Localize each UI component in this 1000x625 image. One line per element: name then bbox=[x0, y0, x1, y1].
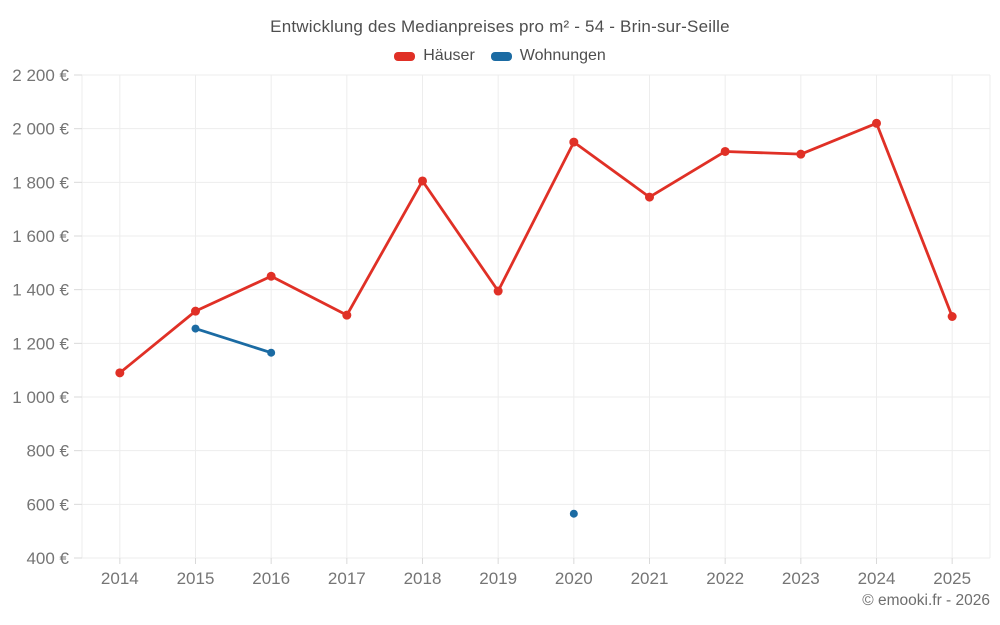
haeuser-legend-swatch bbox=[394, 51, 416, 61]
h-user-point-2019[interactable] bbox=[493, 286, 503, 296]
h-user-line bbox=[118, 121, 954, 375]
y-axis-label: 1 000 € bbox=[12, 388, 69, 407]
y-axis-label: 1 400 € bbox=[12, 281, 69, 300]
wohnungen-legend-swatch bbox=[490, 51, 512, 61]
h-user-point-2022[interactable] bbox=[720, 146, 730, 156]
h-user-point-2023[interactable] bbox=[796, 149, 806, 159]
x-axis-label: 2015 bbox=[177, 569, 215, 588]
legend-item-wohnungen[interactable]: Wohnungen bbox=[490, 47, 606, 65]
h-user-point-2015[interactable] bbox=[191, 306, 200, 316]
haeuser-legend-label: Häuser bbox=[423, 47, 475, 64]
x-axis-label: 2024 bbox=[858, 569, 896, 588]
credit: © emooki.fr - 2026 bbox=[862, 592, 990, 609]
legend-item-haeuser[interactable]: Häuser bbox=[394, 47, 475, 65]
x-axis-label: 2023 bbox=[782, 569, 820, 588]
h-user-point-2025[interactable] bbox=[947, 312, 957, 321]
y-axis-label: 1 800 € bbox=[12, 173, 69, 192]
wohnungen-legend-label: Wohnungen bbox=[519, 47, 606, 64]
y-axis-label: 600 € bbox=[26, 495, 69, 514]
x-axis-label: 2025 bbox=[933, 569, 971, 588]
y-axis-label: 2 000 € bbox=[12, 120, 69, 139]
h-user-point-2016[interactable] bbox=[266, 271, 276, 281]
h-user-point-2017[interactable] bbox=[342, 310, 352, 320]
h-user-point-2020[interactable] bbox=[569, 137, 579, 147]
y-axis-label: 800 € bbox=[26, 442, 69, 461]
chart-title: Entwicklung des Medianpreises pro m² - 5… bbox=[270, 17, 730, 36]
wohnungen-point-2015[interactable] bbox=[191, 324, 200, 333]
x-axis-label: 2021 bbox=[631, 569, 669, 588]
x-axis-label: 2016 bbox=[252, 569, 290, 588]
y-axis-label: 2 200 € bbox=[12, 66, 69, 85]
x-axis-label: 2018 bbox=[404, 569, 442, 588]
legend: Häuser Wohnungen bbox=[0, 47, 1000, 65]
y-axis-label: 1 600 € bbox=[12, 227, 69, 246]
wohnungen-point-2016[interactable] bbox=[267, 348, 276, 357]
h-user-point-2014[interactable] bbox=[115, 368, 125, 378]
x-axis-label: 2022 bbox=[706, 569, 744, 588]
x-axis-label: 2020 bbox=[555, 569, 593, 588]
x-axis-label: 2019 bbox=[479, 569, 517, 588]
y-axis-label: 400 € bbox=[26, 549, 69, 568]
x-axis-label: 2014 bbox=[101, 569, 139, 588]
y-axis-label: 1 200 € bbox=[12, 334, 69, 353]
wohnungen-point-2020[interactable] bbox=[569, 509, 578, 518]
h-user-point-2024[interactable] bbox=[872, 118, 881, 128]
h-user-point-2021[interactable] bbox=[645, 192, 654, 202]
x-axis-label: 2017 bbox=[328, 569, 366, 588]
h-user-point-2018[interactable] bbox=[418, 176, 427, 186]
wohnungen-line bbox=[194, 327, 273, 355]
